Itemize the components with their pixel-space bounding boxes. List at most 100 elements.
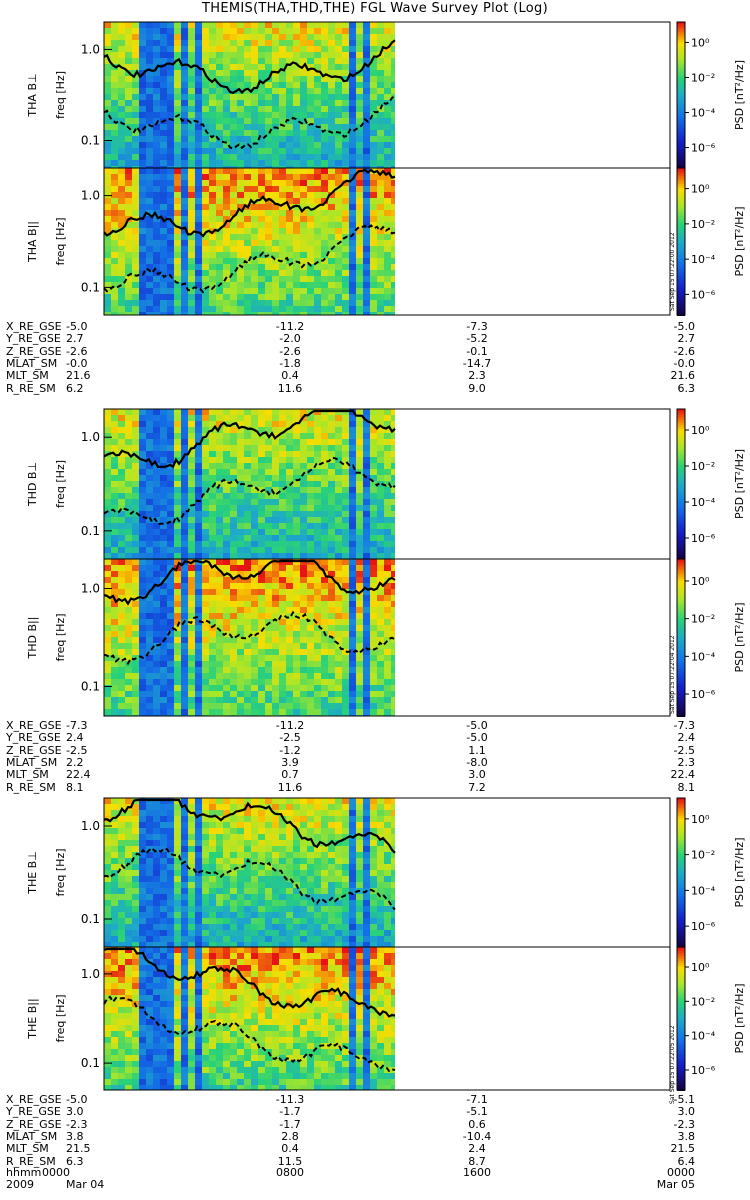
spectrogram-cell xyxy=(293,475,300,481)
spectrogram-cell xyxy=(160,631,167,637)
spectrogram-cell xyxy=(125,198,132,204)
spectrogram-cell xyxy=(370,130,377,136)
spectrogram-cell xyxy=(195,481,202,487)
spectrogram-cell xyxy=(216,409,223,415)
spectrogram-cell xyxy=(160,643,167,649)
spectrogram-cell xyxy=(195,258,202,264)
spectrogram-cell xyxy=(230,204,237,210)
spectrogram-cell xyxy=(125,28,132,34)
spectrogram-cell xyxy=(384,130,391,136)
spectrogram-cell xyxy=(216,667,223,673)
spectrogram-cell xyxy=(223,427,230,433)
spectrogram-cell xyxy=(251,511,258,517)
spectrogram-cell xyxy=(174,900,181,906)
spectrogram-cell xyxy=(244,40,251,46)
spectrogram-cell xyxy=(230,469,237,475)
spectrogram-cell xyxy=(146,451,153,457)
spectrogram-cell xyxy=(118,112,125,118)
spectrogram-cell xyxy=(391,130,395,136)
spectrogram-cell xyxy=(118,942,125,947)
spectrogram-cell xyxy=(237,70,244,76)
spectrogram-cell xyxy=(104,463,111,469)
spectrogram-cell xyxy=(342,70,349,76)
spectrogram-cell xyxy=(286,673,293,679)
spectrogram-cell xyxy=(104,930,111,936)
spectrogram-cell xyxy=(265,160,272,166)
spectrogram-cell xyxy=(104,142,111,148)
spectrogram-cell xyxy=(146,106,153,112)
spectrogram-cell xyxy=(391,415,395,421)
spectrogram-cell xyxy=(307,499,314,505)
spectrogram-cell xyxy=(167,160,174,166)
spectrogram-cell xyxy=(370,88,377,94)
spectrogram-cell xyxy=(216,577,223,583)
spectrogram-cell xyxy=(181,136,188,142)
spectrogram-cell xyxy=(223,463,230,469)
spectrogram-cell xyxy=(146,142,153,148)
spectrogram-cell xyxy=(265,613,272,619)
spectrogram-cell xyxy=(363,64,370,70)
spectrogram-cell xyxy=(384,661,391,667)
spectrogram-cell xyxy=(230,409,237,415)
spectrogram-cell xyxy=(384,619,391,625)
spectrogram-cell xyxy=(314,601,321,607)
spectrogram-cell xyxy=(300,697,307,703)
spectrogram-cell xyxy=(307,595,314,601)
spectrogram-cell xyxy=(167,625,174,631)
spectrogram-cell xyxy=(363,643,370,649)
spectrogram-cell xyxy=(132,264,139,270)
spectrogram-cell xyxy=(237,619,244,625)
spectrogram-cell xyxy=(391,34,395,40)
spectrogram-cell xyxy=(111,294,118,300)
colorbar-step xyxy=(677,290,685,292)
spectrogram-cell xyxy=(104,649,111,655)
spectrogram-cell xyxy=(125,306,132,312)
spectrogram-cell xyxy=(307,691,314,697)
spectrogram-cell xyxy=(125,888,132,894)
spectrogram-cell xyxy=(188,46,195,52)
spectrogram-cell xyxy=(230,258,237,264)
spectrogram-cell xyxy=(314,487,321,493)
spectrogram-cell xyxy=(279,204,286,210)
colorbar-step xyxy=(677,449,685,451)
panel-label: THA B⊥ xyxy=(26,73,39,117)
spectrogram-cell xyxy=(195,192,202,198)
spectrogram-cell xyxy=(342,487,349,493)
spectrogram-cell xyxy=(293,288,300,294)
spectrogram-cell xyxy=(244,409,251,415)
spectrogram-cell xyxy=(328,100,335,106)
spectrogram-cell xyxy=(216,469,223,475)
spectrogram-cell xyxy=(195,691,202,697)
spectrogram-cell xyxy=(335,252,342,258)
spectrogram-cell xyxy=(244,112,251,118)
spectrogram-cell xyxy=(363,595,370,601)
spectrogram-cell xyxy=(223,409,230,415)
spectrogram-cell xyxy=(349,234,356,240)
spectrogram-cell xyxy=(384,234,391,240)
spectrogram-cell xyxy=(174,433,181,439)
spectrogram-cell xyxy=(251,240,258,246)
spectrogram-cell xyxy=(188,22,195,28)
spectrogram-cell xyxy=(167,282,174,288)
spectrogram-cell xyxy=(146,864,153,870)
spectrogram-cell xyxy=(125,798,132,804)
spectrogram-cell xyxy=(265,445,272,451)
spectrogram-cell xyxy=(342,282,349,288)
spectrogram-cell xyxy=(111,547,118,553)
spectrogram-cell xyxy=(363,661,370,667)
spectrogram-cell xyxy=(223,679,230,685)
spectrogram-cell xyxy=(307,210,314,216)
spectrogram-cell xyxy=(174,124,181,130)
spectrogram-cell xyxy=(321,535,328,541)
spectrogram-cell xyxy=(230,637,237,643)
spectrogram-cell xyxy=(132,312,139,315)
spectrogram-cell xyxy=(104,918,111,924)
spectrogram-cell xyxy=(132,505,139,511)
spectrogram-cell xyxy=(153,240,160,246)
spectrogram-cell xyxy=(230,541,237,547)
spectrogram-cell xyxy=(188,691,195,697)
spectrogram-cell xyxy=(272,631,279,637)
spectrogram-cell xyxy=(181,112,188,118)
spectrogram-cell xyxy=(111,154,118,160)
spectrogram-cell xyxy=(258,553,265,559)
